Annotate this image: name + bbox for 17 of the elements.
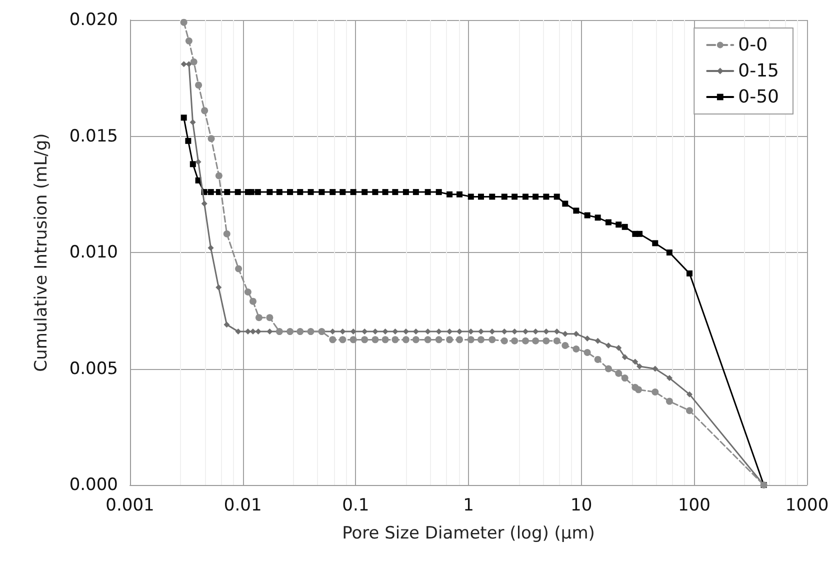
y-tick-label: 0.020 xyxy=(69,10,118,30)
legend-label: 0-15 xyxy=(738,60,780,82)
x-tick-label: 1 xyxy=(463,496,474,516)
x-tick-label: 0.1 xyxy=(342,496,370,516)
legend-label: 0-0 xyxy=(738,34,768,56)
x-axis-title: Pore Size Diameter (log) (µm) xyxy=(342,524,595,544)
y-tick-label: 0.000 xyxy=(69,475,118,495)
x-tick-label: 10 xyxy=(570,496,592,516)
x-tick-label: 100 xyxy=(678,496,710,516)
y-tick-label: 0.005 xyxy=(69,358,118,379)
y-tick-label: 0.015 xyxy=(69,126,118,146)
legend-label: 0-50 xyxy=(738,86,780,108)
x-tick-label: 1000 xyxy=(785,496,829,516)
x-tick-label: 0.001 xyxy=(106,496,154,516)
y-tick-label: 0.010 xyxy=(69,242,118,262)
y-axis-title: Cumulative Intrusion (mL/g) xyxy=(32,133,52,372)
x-tick-label: 0.01 xyxy=(224,496,262,516)
